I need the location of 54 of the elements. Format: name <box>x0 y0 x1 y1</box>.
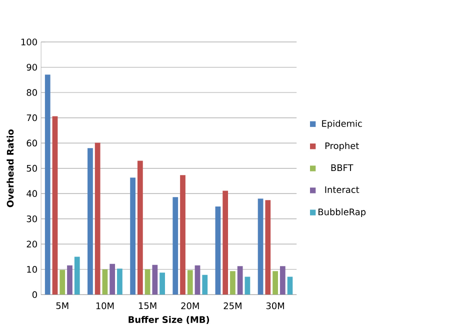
y-tick-label: 10 <box>27 266 37 273</box>
bar <box>265 200 271 295</box>
bar <box>88 148 93 295</box>
x-tick-label: 10M <box>96 302 114 310</box>
legend-label: Interact <box>325 186 360 194</box>
bar <box>230 271 236 295</box>
y-tick-label: 60 <box>26 140 37 146</box>
y-tick-label: 0 <box>32 291 37 298</box>
legend-label: BubbleRap <box>318 208 366 218</box>
bar <box>222 190 228 295</box>
bar <box>137 160 143 295</box>
bar <box>272 271 278 295</box>
bar <box>130 178 136 295</box>
bar <box>110 264 116 295</box>
bar <box>144 269 150 295</box>
bar <box>94 142 100 295</box>
y-tick-label: 90 <box>26 64 37 71</box>
x-tick-label: 30M <box>266 302 284 310</box>
bar <box>215 206 221 295</box>
x-tick-label: 15M <box>138 302 156 310</box>
bar <box>160 272 165 295</box>
bar <box>67 265 72 295</box>
bar <box>52 116 58 295</box>
bar <box>244 276 250 295</box>
bar <box>187 270 193 295</box>
y-tick-label: 40 <box>26 190 37 198</box>
y-axis-title: Overhead Ratio <box>6 130 14 208</box>
bar <box>152 264 158 295</box>
y-tick-label: 100 <box>21 38 37 46</box>
bar <box>194 265 200 295</box>
bar <box>74 256 80 295</box>
bar <box>280 266 286 295</box>
y-tick-label: 30 <box>26 216 37 222</box>
y-tick-label: 70 <box>26 114 37 122</box>
bar <box>237 266 243 295</box>
y-tick-label: 20 <box>26 240 37 248</box>
bar <box>287 276 293 295</box>
x-tick-label: 5M <box>56 302 68 310</box>
bar <box>117 268 122 295</box>
x-axis-title: Buffer Size (MB) <box>128 316 210 324</box>
bar <box>172 197 178 295</box>
bar <box>102 269 108 295</box>
bar <box>202 274 208 295</box>
bar <box>44 74 50 295</box>
y-tick-label: 50 <box>26 164 37 172</box>
legend-label: BBFT <box>331 164 354 172</box>
legend-label: Epidemic <box>322 120 362 129</box>
bar <box>180 175 186 295</box>
x-tick-label: 20M <box>181 302 199 310</box>
bar <box>258 198 264 295</box>
y-tick-label: 80 <box>26 89 37 96</box>
legend-label: Prophet <box>325 142 359 151</box>
bar <box>60 270 66 295</box>
x-tick-label: 25M <box>224 302 242 310</box>
